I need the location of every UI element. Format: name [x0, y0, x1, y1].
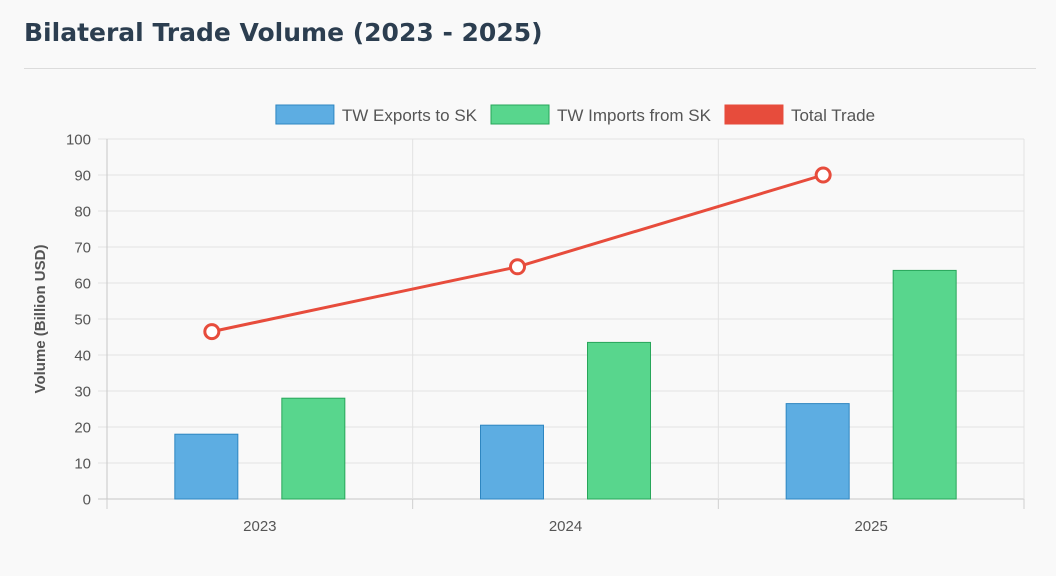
- legend-label-total-trade: Total Trade: [791, 106, 875, 125]
- bar-tw-imports-from-sk-2023: [281, 397, 346, 500]
- legend-swatch-tw-imports-from-sk: [490, 104, 550, 125]
- x-tick-label: 2023: [243, 518, 276, 535]
- y-tick-label: 30: [74, 384, 91, 401]
- y-tick-label: 0: [83, 492, 91, 509]
- bar-tw-imports-from-sk-2025: [892, 269, 957, 500]
- x-tick-label: 2025: [854, 518, 887, 535]
- bar-tw-exports-to-sk-2025: [785, 403, 850, 500]
- bar-tw-exports-to-sk-2024: [480, 424, 544, 500]
- y-tick-label: 10: [74, 456, 91, 473]
- total-trade-point-2024: [509, 258, 526, 276]
- legend-swatch-tw-exports-to-sk: [275, 104, 335, 125]
- axis-layer: 0 10 20 30 40 50 60 70 80 90 100 2023 2024 2025 Volume…: [32, 132, 1025, 535]
- y-tick-label: 20: [74, 420, 91, 437]
- bar-tw-imports-from-sk-2024: [587, 341, 651, 500]
- bars-layer: [174, 269, 957, 500]
- title-divider: [24, 68, 1036, 69]
- total-trade-point-2023: [203, 323, 221, 341]
- legend: TW Exports to SK TW Imports from SK Total …: [275, 104, 875, 125]
- y-tick-label: 60: [74, 276, 91, 293]
- line-layer: [203, 166, 832, 341]
- y-tick-label: 90: [74, 168, 91, 185]
- legend-label-tw-imports-from-sk: TW Imports from SK: [557, 106, 712, 125]
- y-tick-label: 50: [74, 312, 91, 329]
- bar-tw-exports-to-sk-2023: [174, 433, 239, 500]
- chart-title: Bilateral Trade Volume (2023 - 2025): [24, 18, 543, 47]
- y-tick-label: 70: [74, 240, 91, 257]
- y-tick-label: 40: [74, 348, 91, 365]
- grid-layer: [98, 138, 1025, 500]
- y-axis-title: Volume (Billion USD): [32, 245, 49, 394]
- legend-swatch-total-trade: [724, 104, 784, 125]
- y-tick-label: 80: [74, 204, 91, 221]
- total-trade-line: [211, 173, 824, 334]
- legend-label-tw-exports-to-sk: TW Exports to SK: [342, 106, 478, 125]
- total-trade-point-2025: [814, 166, 832, 184]
- y-tick-label: 100: [66, 132, 91, 149]
- x-tick-label: 2024: [549, 518, 582, 535]
